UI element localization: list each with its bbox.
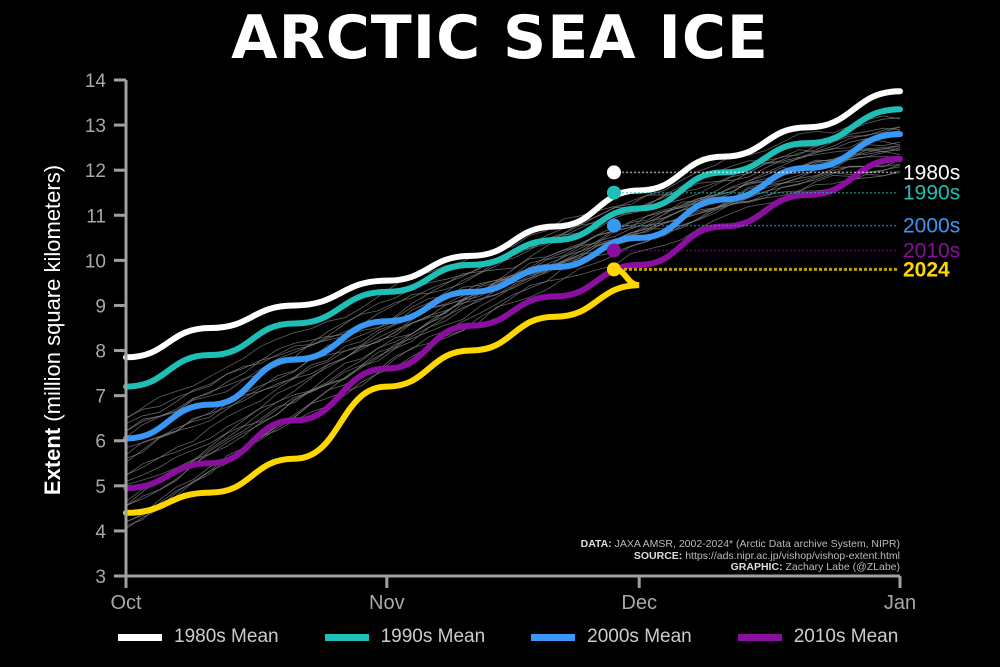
legend-item-2010s: 2010s Mean	[737, 626, 899, 648]
y-tick-label: 7	[95, 387, 106, 408]
legend-label: 1990s Mean	[380, 626, 486, 647]
y-tick-label: 10	[85, 251, 106, 272]
credit-source-text: https://ads.nipr.ac.jp/vishop/vishop-ext…	[685, 549, 900, 562]
y-axis-label-unit: (million square kilometers)	[40, 164, 65, 422]
end-label-2024: 2024	[903, 258, 950, 281]
y-tick-label: 5	[95, 477, 106, 498]
y-tick-label: 6	[95, 432, 106, 453]
x-tick-label: Oct	[110, 592, 142, 614]
x-tick-label: Dec	[621, 592, 657, 614]
x-tick-label: Nov	[369, 592, 405, 614]
legend-item-1980s: 1980s Mean	[118, 626, 279, 648]
series-line-2024	[123, 266, 640, 516]
y-axis-label-bold: Extent	[40, 427, 65, 496]
credits: DATA: JAXA AMSR, 2002-2024* (Arctic Data…	[580, 538, 900, 574]
x-tick-label: Jan	[884, 592, 916, 614]
legend-swatch-2010s	[737, 633, 782, 641]
chart-title: ARCTIC SEA ICE	[231, 3, 769, 73]
end-label-1990s: 1990s	[903, 182, 960, 205]
end-label-1980s: 1980s	[903, 161, 960, 184]
legend-swatch-1990s	[324, 633, 369, 641]
end-label-2010s: 2010s	[903, 239, 960, 262]
background-year-line	[125, 156, 901, 502]
y-tick-label: 13	[85, 116, 106, 137]
y-tick-label: 4	[95, 522, 106, 543]
legend-swatch-1980s	[118, 633, 162, 641]
background-year-line	[125, 126, 901, 459]
legend-label: 2000s Mean	[587, 626, 692, 647]
marker-dot-2000s	[606, 218, 621, 233]
y-tick-label: 14	[85, 71, 107, 92]
background-year-line	[125, 148, 901, 463]
credit-data-label: DATA:	[580, 538, 612, 550]
y-tick-label: 3	[95, 567, 106, 588]
series-line-2010s-mean	[123, 155, 903, 492]
credit-data-text: JAXA AMSR, 2002-2024* (Arctic Data archi…	[614, 538, 900, 550]
legend-label: 2010s Mean	[793, 626, 899, 647]
series-line-1980s-mean	[123, 88, 903, 361]
y-tick-label: 8	[95, 342, 106, 363]
background-year-line	[125, 159, 901, 432]
legend-swatch-2000s	[531, 633, 576, 641]
marker-dot-2024	[606, 262, 621, 277]
legend: 1980s Mean 1990s Mean 2000s Mean 2010s M…	[118, 626, 944, 648]
end-label-2000s: 2000s	[903, 215, 960, 238]
series-line-2000s-mean	[123, 131, 903, 442]
marker-dot-1990s	[606, 185, 621, 200]
background-year-line	[125, 115, 901, 420]
credit-graphic-text: Zachary Labe (@ZLabe)	[785, 561, 900, 573]
y-tick-label: 11	[86, 206, 106, 227]
legend-item-1990s: 1990s Mean	[324, 626, 486, 648]
y-tick-label: 12	[85, 161, 106, 182]
background-year-line	[125, 164, 901, 425]
credit-graphic-label: GRAPHIC:	[730, 561, 783, 573]
series-line-1990s-mean	[123, 106, 903, 390]
y-tick-label: 9	[95, 296, 106, 317]
legend-label: 1980s Mean	[174, 626, 279, 647]
marker-dot-1980s	[606, 165, 621, 180]
background-year-line	[125, 172, 901, 448]
background-year-line	[125, 127, 901, 530]
credit-source-label: SOURCE:	[633, 549, 683, 562]
y-axis-label: Extent (million square kilometers)	[40, 165, 66, 495]
marker-dot-2010s	[606, 243, 621, 258]
legend-item-2000s: 2000s Mean	[531, 626, 692, 648]
